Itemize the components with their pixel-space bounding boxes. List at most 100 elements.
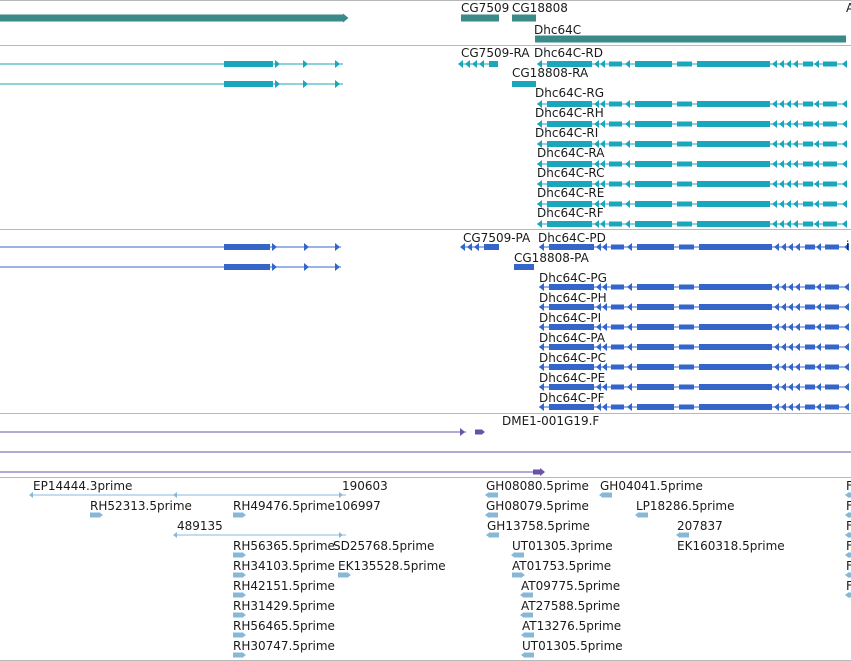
est-label[interactable]: 207837 bbox=[677, 519, 723, 533]
transcript-label[interactable]: Dhc64C-RD bbox=[534, 46, 603, 60]
est-label[interactable]: EP14444.3prime bbox=[33, 479, 132, 493]
protein-label[interactable]: CG18808-PA bbox=[514, 251, 590, 265]
est-label[interactable]: AT09775.5prime bbox=[521, 579, 620, 593]
est-label[interactable]: F bbox=[846, 559, 851, 573]
feature-block bbox=[823, 221, 837, 227]
strand-arrow bbox=[335, 80, 340, 88]
est-label[interactable]: SD25768.5prime bbox=[333, 539, 434, 553]
est-label[interactable]: RH56365.5prime bbox=[233, 539, 335, 553]
est-label[interactable]: UT01305.5prime bbox=[522, 639, 623, 653]
transcript-label[interactable]: Dhc64C-RH bbox=[535, 106, 604, 120]
strand-arrow bbox=[786, 120, 791, 128]
est-label[interactable]: UT01305.3prime bbox=[512, 539, 613, 553]
protein-label[interactable]: Dhc64C-PA bbox=[539, 331, 606, 345]
est-label[interactable]: RH52313.5prime bbox=[90, 499, 192, 513]
protein-label[interactable]: Dhc64C-PD bbox=[538, 231, 606, 245]
strand-arrow bbox=[845, 512, 849, 518]
gene-label[interactable]: CG18808 bbox=[512, 1, 568, 15]
feature-block bbox=[699, 284, 772, 290]
strand-arrow bbox=[845, 552, 849, 558]
protein-track: CG7509-PA Dhc64C-PD CG18808-PA Dhc64C-PG… bbox=[463, 231, 849, 405]
transcript-label[interactable]: Dhc64C-RE bbox=[537, 186, 604, 200]
est-label[interactable]: F bbox=[846, 539, 851, 553]
strand-arrow bbox=[594, 60, 599, 68]
est-label[interactable]: RH56465.5prime bbox=[233, 619, 335, 633]
strand-arrow bbox=[600, 100, 605, 108]
est-label[interactable]: 489135 bbox=[177, 519, 223, 533]
protein-label[interactable]: Dhc64C-PI bbox=[539, 311, 601, 325]
protein-label[interactable]: Dhc64C-PG bbox=[539, 271, 607, 285]
protein-label[interactable]: Dhc64C-PC bbox=[539, 351, 606, 365]
gene-label[interactable]: A bbox=[846, 1, 851, 15]
strand-arrow bbox=[485, 492, 489, 498]
strand-arrow bbox=[786, 180, 791, 188]
strand-arrow bbox=[816, 323, 821, 331]
est-label[interactable]: RH49476.5prime bbox=[233, 499, 335, 513]
feature-block bbox=[697, 121, 770, 127]
strand-arrow bbox=[781, 383, 786, 391]
strand-arrow bbox=[596, 323, 601, 331]
strand-arrow bbox=[343, 13, 349, 23]
gene-label[interactable]: Dhc64C bbox=[534, 23, 581, 37]
est-label[interactable]: F bbox=[846, 519, 851, 533]
est-label[interactable]: F bbox=[846, 579, 851, 593]
est-label[interactable]: F bbox=[846, 479, 851, 493]
est-label[interactable]: LP18286.5prime bbox=[636, 499, 735, 513]
est-label[interactable]: RH31429.5prime bbox=[233, 599, 335, 613]
est-label[interactable]: AT01753.5prime bbox=[512, 559, 611, 573]
est-label[interactable]: 190603 bbox=[342, 479, 388, 493]
strand-arrow bbox=[795, 323, 800, 331]
est-label[interactable]: 106997 bbox=[335, 499, 381, 513]
est-label[interactable]: RH30747.5prime bbox=[233, 639, 335, 653]
est-label[interactable]: EK135528.5prime bbox=[338, 559, 446, 573]
transcript-label[interactable]: CG7509-RA bbox=[461, 46, 530, 60]
est-label[interactable]: RH42151.5prime bbox=[233, 579, 335, 593]
feature-block bbox=[697, 181, 770, 187]
alignment-label[interactable]: DME1-001G19.F bbox=[502, 414, 599, 428]
feature-block bbox=[547, 201, 592, 207]
est-label[interactable]: F bbox=[846, 499, 851, 513]
strand-arrow bbox=[795, 383, 800, 391]
protein-label[interactable]: Dhc64C-PF bbox=[539, 391, 605, 405]
est-label[interactable]: GH04041.5prime bbox=[600, 479, 703, 493]
est-label[interactable]: AT13276.5prime bbox=[522, 619, 621, 633]
feature-block bbox=[603, 492, 612, 498]
est-label[interactable]: AT27588.5prime bbox=[521, 599, 620, 613]
est-label[interactable]: GH08079.5prime bbox=[486, 499, 589, 513]
protein-label[interactable]: Dhc64C-PH bbox=[539, 291, 607, 305]
feature-block bbox=[699, 364, 772, 370]
feature-block bbox=[233, 572, 242, 578]
est-label[interactable]: GH13758.5prime bbox=[487, 519, 590, 533]
protein-label[interactable]: CG7509-PA bbox=[463, 231, 531, 245]
feature-block bbox=[697, 221, 770, 227]
strand-arrow bbox=[844, 343, 849, 351]
feature-block bbox=[823, 181, 837, 187]
feature-block bbox=[525, 632, 534, 638]
transcript-label[interactable]: Dhc64C-RA bbox=[537, 146, 605, 160]
est-label[interactable]: GH08080.5prime bbox=[486, 479, 589, 493]
transcript-label[interactable]: Dhc64C-RF bbox=[537, 206, 604, 220]
feature-block bbox=[699, 304, 772, 310]
transcript-label[interactable]: Dhc64C-RI bbox=[535, 126, 598, 140]
strand-arrow bbox=[795, 283, 800, 291]
track-features[interactable] bbox=[0, 13, 851, 659]
feature-block bbox=[609, 101, 622, 107]
feature-block bbox=[803, 141, 813, 147]
transcript-label[interactable]: CG18808-RA bbox=[512, 66, 589, 80]
strand-arrow bbox=[781, 323, 786, 331]
transcript-label[interactable]: Dhc64C-RC bbox=[537, 166, 605, 180]
gene-label[interactable]: CG7509 bbox=[461, 1, 509, 15]
feature-block bbox=[805, 384, 815, 390]
feature-block bbox=[524, 612, 533, 618]
strand-arrow bbox=[795, 363, 800, 371]
protein-label[interactable]: Dhc64C-PE bbox=[539, 371, 605, 385]
strand-arrow bbox=[594, 100, 599, 108]
transcript-label[interactable]: Dhc64C-RG bbox=[535, 86, 604, 100]
strand-arrow bbox=[845, 592, 849, 598]
protein-edge-glyph: i bbox=[846, 239, 849, 253]
strand-arrow bbox=[521, 632, 525, 638]
est-label[interactable]: EK160318.5prime bbox=[677, 539, 785, 553]
feature-block bbox=[803, 61, 813, 67]
strand-arrow bbox=[275, 80, 280, 88]
est-label[interactable]: RH34103.5prime bbox=[233, 559, 335, 573]
